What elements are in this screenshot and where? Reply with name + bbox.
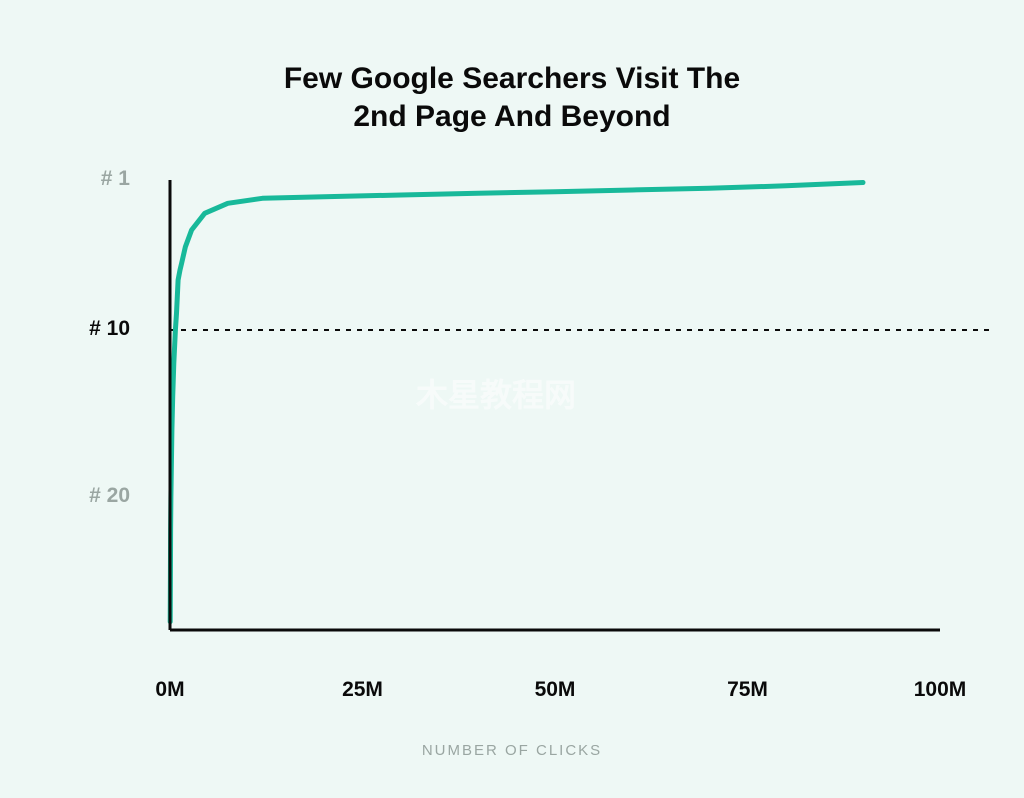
x-tick-label: 75M (698, 678, 798, 702)
y-tick-label: # 10 (0, 317, 130, 341)
chart-canvas: Few Google Searchers Visit The 2nd Page … (0, 0, 1024, 798)
x-tick-label: 50M (505, 678, 605, 702)
watermark-text: 木星教程网 (416, 370, 576, 416)
y-tick-label: # 20 (0, 484, 130, 508)
x-tick-label: 100M (890, 678, 990, 702)
x-tick-label: 25M (313, 678, 413, 702)
x-axis-title: NUMBER OF CLICKS (0, 742, 1024, 759)
x-tick-label: 0M (120, 678, 220, 702)
y-tick-label: # 1 (0, 167, 130, 191)
